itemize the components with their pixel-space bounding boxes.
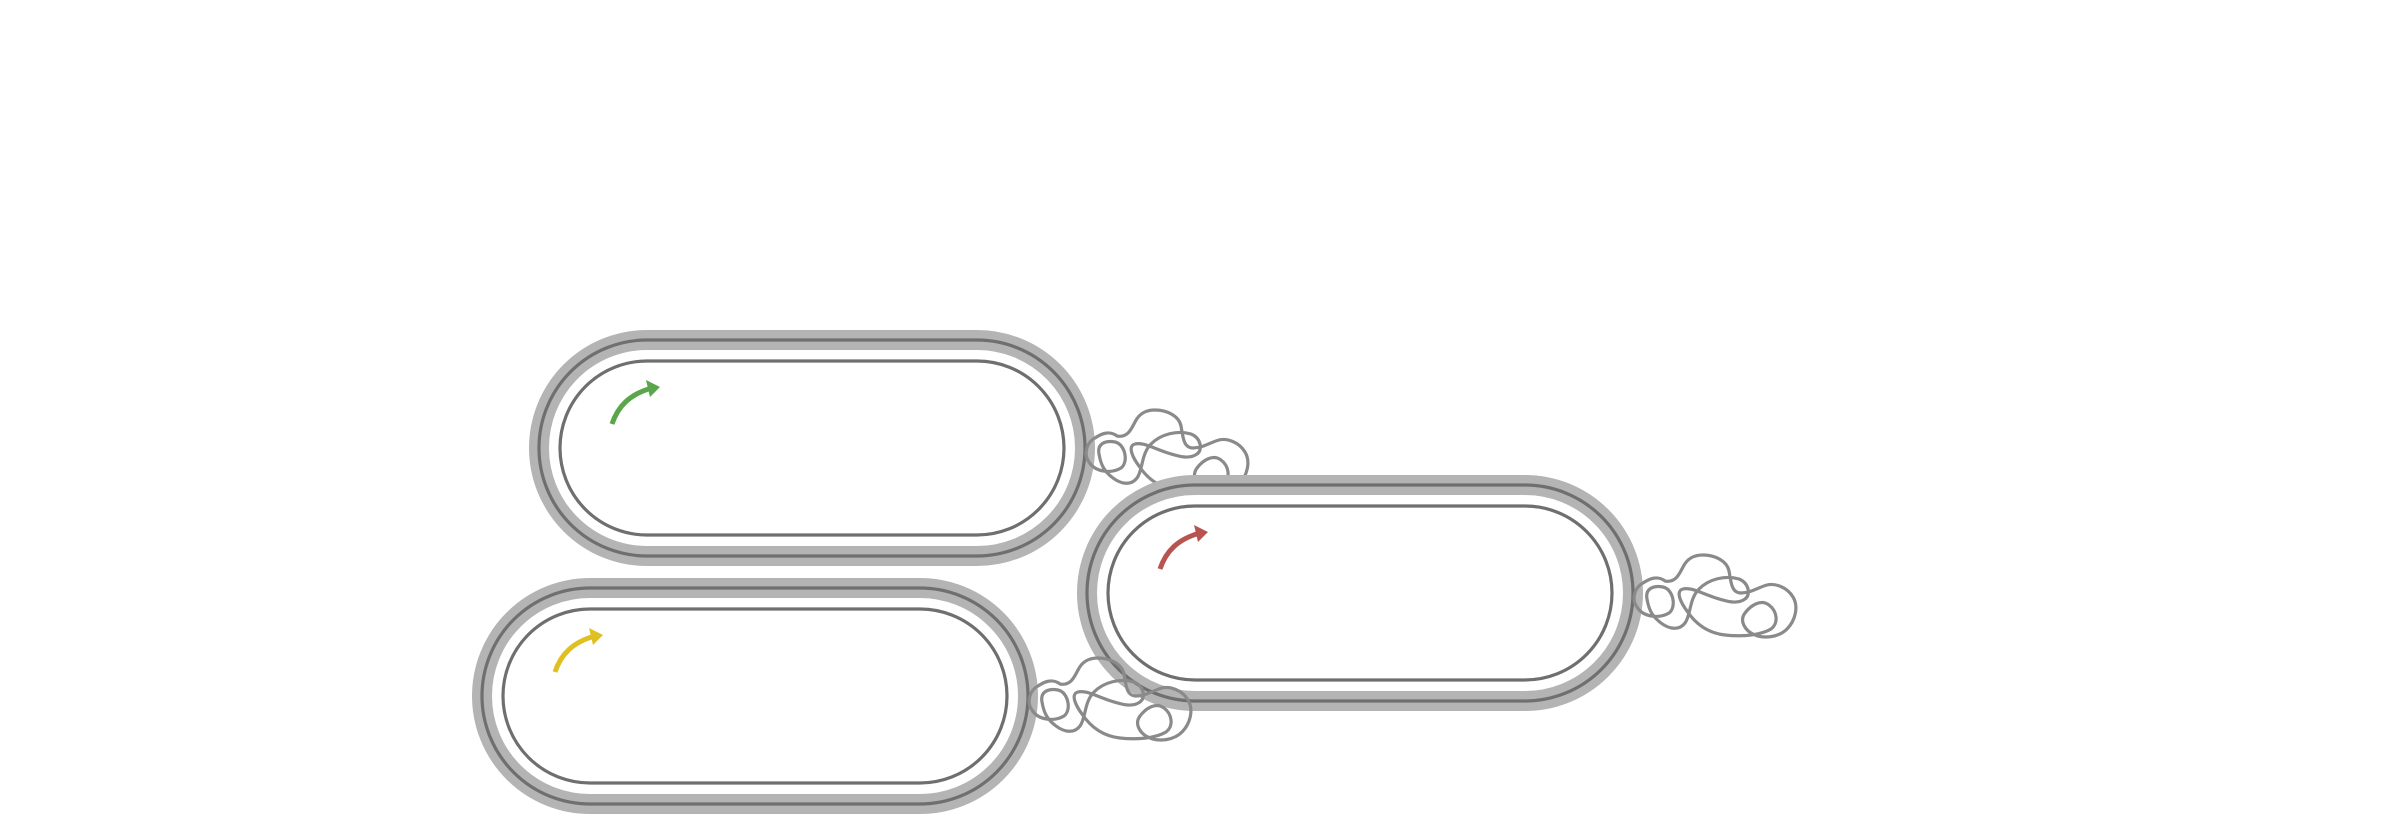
bacterium-cell-green — [529, 330, 1250, 566]
outer-wall-line — [537, 338, 1087, 558]
nucleoid-dna — [1632, 553, 1798, 639]
plasmid-arrow-red — [1157, 525, 1208, 570]
outer-wall-line — [1085, 483, 1635, 703]
plasmid-arrow-yellow — [552, 628, 603, 673]
inner-wall-line — [558, 359, 1066, 537]
inner-wall-line — [1106, 504, 1614, 682]
inner-wall-line — [501, 607, 1009, 785]
bacterium-cell-red — [1077, 475, 1798, 711]
bacterium-cell-yellow — [472, 578, 1193, 814]
plasmid-arrow-green — [609, 380, 660, 425]
outer-wall-line — [480, 586, 1030, 806]
